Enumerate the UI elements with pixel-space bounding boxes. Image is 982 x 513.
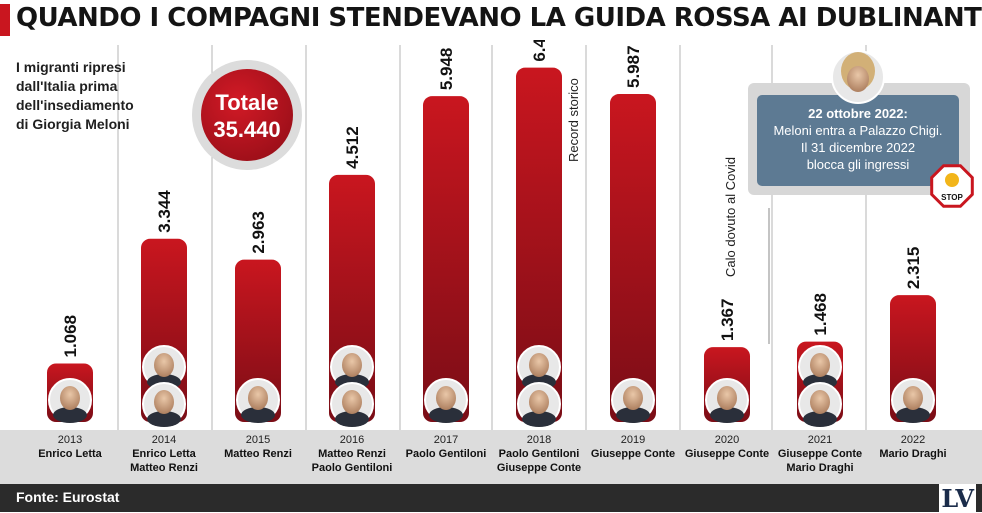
- portrait-face: [529, 353, 549, 377]
- portrait-face: [248, 386, 268, 410]
- portrait-face: [154, 353, 174, 377]
- intro-text-line: I migranti ripresi: [16, 59, 126, 75]
- portrait-face: [342, 353, 362, 377]
- total-value: 35.440: [213, 117, 280, 142]
- leader-name-label: Mario Draghi: [879, 448, 946, 460]
- bar-2019: [610, 94, 656, 422]
- portrait-face: [623, 386, 643, 410]
- leader-name-label: Paolo Gentiloni: [312, 462, 393, 474]
- year-label: 2013: [58, 434, 82, 446]
- value-label: 2.315: [904, 247, 923, 290]
- year-label: 2018: [527, 434, 551, 446]
- portrait-jacket: [335, 411, 369, 427]
- portrait-jacket: [616, 407, 650, 423]
- callout-box: [757, 95, 959, 186]
- value-label: 5.987: [624, 45, 643, 88]
- leader-name-label: Matteo Renzi: [130, 462, 198, 474]
- bar-2018: [516, 67, 562, 423]
- portrait-jacket: [147, 411, 181, 427]
- chart-annotation: Record storico: [566, 78, 581, 162]
- publisher-logo: LV: [939, 484, 976, 513]
- stop-hand-icon: [945, 173, 959, 187]
- portrait-face: [529, 390, 549, 414]
- portrait-face: [903, 386, 923, 410]
- portrait-face: [810, 390, 830, 414]
- value-label: 6.468: [530, 40, 549, 62]
- leader-name-label: Paolo Gentiloni: [406, 448, 487, 460]
- year-label: 2019: [621, 434, 645, 446]
- label-band: [0, 430, 982, 484]
- intro-text-line: di Giorgia Meloni: [16, 116, 130, 132]
- intro-text-line: dall'Italia prima: [16, 78, 118, 94]
- portrait-face: [60, 386, 80, 410]
- callout-line: 22 ottobre 2022:: [808, 106, 908, 121]
- leader-name-label: Paolo Gentiloni: [499, 448, 580, 460]
- leader-name-label: Mario Draghi: [786, 462, 853, 474]
- year-label: 2022: [901, 434, 925, 446]
- year-label: 2020: [715, 434, 739, 446]
- portrait-jacket: [896, 407, 930, 423]
- chart-annotation: Calo dovuto al Covid: [723, 157, 738, 277]
- leader-name-label: Enrico Letta: [132, 448, 196, 460]
- footer: Fonte: Eurostat LV: [0, 484, 982, 513]
- value-label: 1.468: [811, 293, 830, 336]
- portrait-face: [154, 390, 174, 414]
- portrait-face: [847, 66, 869, 92]
- title-accent: [0, 4, 10, 36]
- leader-name-label: Matteo Renzi: [224, 448, 292, 460]
- year-label: 2015: [246, 434, 270, 446]
- portrait-face: [342, 390, 362, 414]
- value-label: 2.963: [249, 211, 268, 254]
- year-label: 2016: [340, 434, 364, 446]
- year-label: 2014: [152, 434, 176, 446]
- year-label: 2021: [808, 434, 832, 446]
- bar-2017: [423, 96, 469, 422]
- leader-name-label: Giuseppe Conte: [685, 448, 769, 460]
- value-label: 3.344: [155, 190, 174, 233]
- value-label: 4.512: [343, 126, 362, 169]
- portrait-face: [436, 386, 456, 410]
- value-label: 1.367: [718, 299, 737, 342]
- leader-name-label: Giuseppe Conte: [591, 448, 675, 460]
- total-label: Totale: [215, 90, 278, 115]
- stop-label: STOP: [941, 193, 963, 202]
- title-bar: QUANDO I COMPAGNI STENDEVANO LA GUIDA RO…: [0, 0, 982, 40]
- leader-name-label: Giuseppe Conte: [778, 448, 862, 460]
- callout-line: Il 31 dicembre 2022: [801, 140, 915, 155]
- portrait-jacket: [710, 407, 744, 423]
- portrait-jacket: [429, 407, 463, 423]
- chart-title: QUANDO I COMPAGNI STENDEVANO LA GUIDA RO…: [16, 3, 982, 33]
- value-label: 1.068: [61, 315, 80, 358]
- source-note: Fonte: Eurostat: [16, 489, 120, 505]
- portrait-jacket: [522, 411, 556, 427]
- portrait-jacket: [53, 407, 87, 423]
- intro-text-line: dell'insediamento: [16, 97, 134, 113]
- bar-chart: I migranti ripresi dall'Italia prima dell'…: [0, 40, 982, 484]
- portrait-jacket: [241, 407, 275, 423]
- leader-name-label: Matteo Renzi: [318, 448, 386, 460]
- portrait-face: [717, 386, 737, 410]
- leader-name-label: Giuseppe Conte: [497, 462, 581, 474]
- value-label: 5.948: [437, 48, 456, 91]
- total-bubble: [201, 69, 293, 161]
- leader-name-label: Enrico Letta: [38, 448, 102, 460]
- year-label: 2017: [434, 434, 458, 446]
- portrait-face: [810, 353, 830, 377]
- callout-line: Meloni entra a Palazzo Chigi.: [773, 123, 942, 138]
- portrait-jacket: [803, 411, 837, 427]
- callout-line: blocca gli ingressi: [807, 157, 910, 172]
